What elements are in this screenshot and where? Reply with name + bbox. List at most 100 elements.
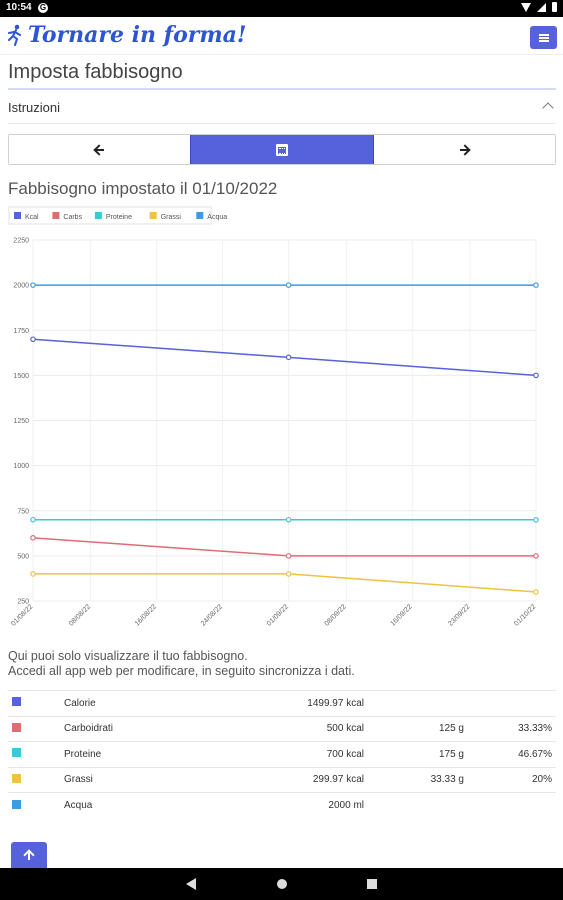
table-row: Proteine 700 kcal 175 g 46.67% bbox=[8, 741, 556, 768]
next-date-button[interactable] bbox=[373, 135, 555, 164]
calendar-button[interactable] bbox=[190, 135, 374, 164]
data-point bbox=[285, 553, 292, 559]
previous-date-button[interactable] bbox=[9, 135, 191, 164]
legend-box bbox=[8, 206, 212, 225]
chevron-up-icon bbox=[542, 102, 554, 114]
recents-icon[interactable] bbox=[367, 879, 377, 889]
brand-logo[interactable]: Tornare in forma! bbox=[6, 22, 247, 48]
wifi-icon bbox=[521, 2, 531, 12]
instructions-accordion[interactable]: Istruzioni bbox=[8, 91, 556, 124]
menu-icon bbox=[538, 33, 549, 42]
legend-swatch bbox=[196, 212, 204, 219]
table-row: Calorie 1499.97 kcal bbox=[8, 690, 556, 717]
cell-kcal: 700 kcal bbox=[326, 748, 364, 760]
x-tick-label: 16/09/22 bbox=[390, 603, 414, 627]
data-point bbox=[285, 282, 292, 288]
legend-swatch bbox=[52, 212, 60, 219]
arrow-up-icon bbox=[24, 850, 34, 860]
arrow-left-icon bbox=[94, 145, 105, 155]
table-row: Acqua 2000 ml bbox=[8, 792, 556, 819]
y-tick-label: 750 bbox=[17, 508, 29, 515]
data-point bbox=[285, 354, 292, 361]
x-tick-label: 01/10/22 bbox=[513, 603, 537, 627]
y-tick-label: 500 bbox=[17, 553, 29, 560]
x-tick-label: 01/08/22 bbox=[10, 603, 34, 627]
data-point bbox=[30, 535, 36, 541]
google-icon: G bbox=[38, 3, 48, 13]
x-tick-label: 08/08/22 bbox=[68, 603, 92, 627]
data-point bbox=[285, 516, 292, 523]
data-point bbox=[30, 516, 36, 523]
legend-label: Acqua bbox=[207, 214, 227, 221]
legend-swatch bbox=[94, 212, 102, 219]
cell-pct: 33.33% bbox=[518, 723, 552, 735]
cell-pct: 20% bbox=[531, 774, 552, 786]
accordion-label: Istruzioni bbox=[8, 100, 61, 115]
data-point bbox=[533, 589, 539, 595]
status-time: 10:54 bbox=[6, 2, 32, 13]
data-point bbox=[533, 282, 539, 288]
color-swatch bbox=[12, 799, 21, 809]
status-bar: 10:54 G bbox=[0, 0, 563, 17]
legend-label: Proteine bbox=[106, 214, 132, 221]
cell-grams: 175 g bbox=[438, 748, 464, 760]
scroll-top-button[interactable] bbox=[11, 842, 47, 868]
cell-kcal: 1499.97 kcal bbox=[307, 697, 364, 709]
table-row: Carboidrati 500 kcal 125 g 33.33% bbox=[8, 716, 556, 742]
cell-kcal: 2000 ml bbox=[328, 800, 364, 811]
cell-pct: 46.67% bbox=[518, 748, 552, 760]
data-point bbox=[533, 553, 539, 559]
legend-swatch bbox=[14, 212, 21, 219]
y-tick-label: 2000 bbox=[13, 283, 29, 290]
y-tick-label: 250 bbox=[17, 599, 29, 606]
color-swatch-cell bbox=[8, 742, 28, 768]
calendar-icon bbox=[275, 143, 288, 156]
cell-kcal: 299.97 kcal bbox=[312, 774, 364, 786]
x-tick-label: 23/09/22 bbox=[447, 603, 471, 627]
y-tick-label: 1000 bbox=[13, 463, 29, 470]
color-swatch bbox=[12, 722, 21, 732]
cell-name: Carboidrati bbox=[64, 723, 113, 735]
legend-label: Kcal bbox=[25, 214, 39, 221]
cell-kcal: 500 kcal bbox=[326, 723, 364, 735]
chart-heading: Fabbisogno impostato il 01/10/2022 bbox=[8, 179, 278, 198]
cell-name: Proteine bbox=[64, 748, 102, 760]
app-header: Tornare in forma! bbox=[0, 17, 563, 55]
info-line-2: Accedi all app web per modificare, in se… bbox=[8, 664, 355, 678]
y-tick-label: 1500 bbox=[13, 373, 29, 380]
info-line-1: Qui puoi solo visualizzare il tuo fabbis… bbox=[8, 649, 248, 663]
battery-icon bbox=[552, 2, 557, 12]
color-swatch-cell bbox=[8, 767, 28, 793]
arrow-right-icon bbox=[459, 145, 470, 155]
cell-grams bbox=[368, 793, 468, 819]
date-navigation bbox=[8, 134, 556, 165]
y-tick-label: 1250 bbox=[13, 418, 29, 425]
y-tick-label: 1750 bbox=[13, 328, 29, 335]
series-line-kcal bbox=[32, 338, 537, 377]
x-tick-label: 16/08/22 bbox=[134, 603, 158, 627]
color-swatch bbox=[12, 697, 21, 707]
data-point bbox=[30, 336, 36, 343]
data-point bbox=[533, 372, 539, 379]
color-swatch-cell bbox=[8, 716, 28, 742]
requirements-line-chart: Kcal Carbs Proteine Grassi Acqua 2250 2000 1750… bbox=[8, 206, 539, 628]
signal-icon bbox=[537, 2, 546, 12]
title-divider bbox=[8, 88, 556, 90]
cell-grams: 33.33 g bbox=[430, 774, 464, 786]
color-swatch bbox=[12, 748, 21, 758]
runner-icon bbox=[6, 24, 24, 46]
color-swatch-cell bbox=[8, 793, 28, 819]
cell-grams bbox=[368, 691, 468, 717]
series-line-grassi bbox=[33, 573, 537, 593]
y-tick-label: 2250 bbox=[13, 238, 29, 245]
data-point bbox=[30, 571, 36, 577]
menu-button[interactable] bbox=[530, 26, 557, 49]
status-icons bbox=[521, 2, 557, 12]
back-icon[interactable] bbox=[186, 878, 196, 890]
color-swatch-cell bbox=[8, 691, 28, 717]
system-nav-bar bbox=[0, 868, 563, 900]
home-icon[interactable] bbox=[277, 879, 287, 889]
data-point bbox=[285, 571, 292, 577]
data-point bbox=[533, 516, 539, 523]
macro-table: Calorie 1499.97 kcal Carboidrati 500 kcal 12… bbox=[8, 690, 556, 818]
